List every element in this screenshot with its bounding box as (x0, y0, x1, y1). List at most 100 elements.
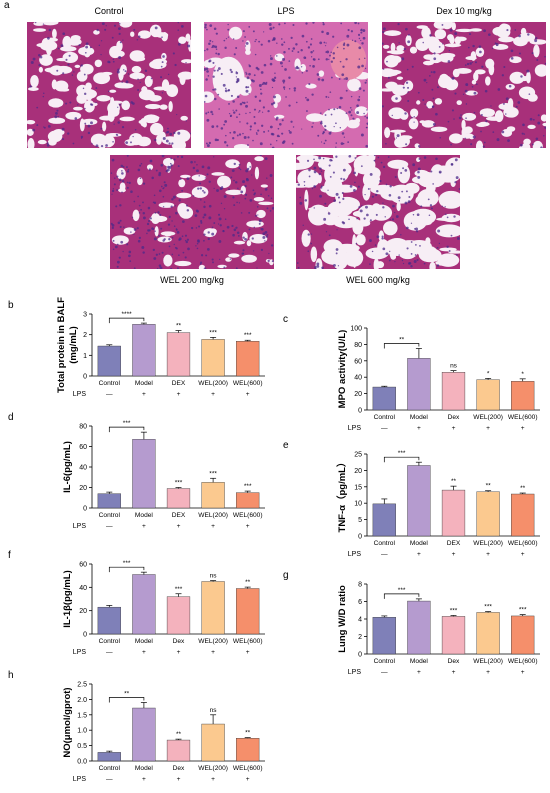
category-label-g-3: WEL(200) (473, 658, 503, 665)
ylabel-c-0: MPO activity(U/L) (337, 330, 348, 409)
ytick-label-c-1: 20 (354, 391, 362, 398)
ytick-label-d-2: 40 (79, 465, 87, 472)
ylabel-h-0: NO(μmol/gprot) (62, 687, 73, 757)
ytick-label-h-5: 2.5 (77, 682, 87, 689)
lps-label-h: LPS (73, 776, 87, 783)
lps-marker-c-0: — (381, 425, 388, 432)
category-label-c-2: Dex (448, 414, 460, 421)
lps-marker-b-0: — (106, 391, 113, 398)
panel-letter-h: h (8, 670, 14, 681)
category-label-e-0: Control (374, 540, 396, 547)
ytick-label-b-1: 1 (83, 353, 87, 360)
sig-label-h-2: ** (176, 731, 182, 738)
ylabel-f-0: IL-1β(pg/mL) (62, 570, 73, 628)
sig-bracket-f (108, 566, 145, 573)
category-label-c-0: Control (374, 414, 396, 421)
micrograph-title-control: Control (94, 6, 124, 16)
sig-bracket-label-g: *** (398, 587, 406, 594)
lps-marker-f-3: + (211, 649, 215, 656)
sig-label-e-4: ** (520, 485, 526, 492)
category-label-d-0: Control (99, 512, 121, 519)
ytick-label-f-0: 0 (83, 632, 87, 639)
sig-bracket-g (383, 593, 420, 599)
ylabel-b-1: (mg/mL) (68, 326, 79, 363)
category-label-g-0: Control (374, 658, 396, 665)
ytick-label-g-2: 4 (358, 617, 362, 624)
bar-g-1 (407, 600, 431, 655)
lps-marker-h-2: + (177, 776, 181, 783)
bar-c-4 (511, 381, 535, 411)
sig-bracket-b (108, 317, 145, 324)
panel-letter-e: e (283, 440, 289, 451)
lps-marker-e-3: + (486, 551, 490, 558)
lps-marker-h-4: + (246, 776, 250, 783)
lps-marker-f-1: + (142, 649, 146, 656)
bar-c-1 (407, 358, 431, 411)
lps-marker-b-2: + (177, 391, 181, 398)
ytick-label-e-3: 15 (354, 484, 362, 491)
bar-c-3 (476, 379, 500, 411)
ylabel-b-0: Total protein in BALF (56, 297, 67, 393)
lps-marker-e-2: + (452, 551, 456, 558)
category-label-e-2: DEX (447, 540, 461, 547)
category-label-d-3: WEL(200) (198, 512, 228, 519)
category-label-d-4: WEL(600) (233, 512, 263, 519)
lps-marker-d-1: + (142, 523, 146, 530)
sig-label-c-3: * (487, 370, 490, 377)
sig-label-f-4: ** (245, 579, 251, 586)
sig-label-c-4: * (521, 371, 524, 378)
lps-label-c: LPS (348, 425, 362, 432)
chart-b: b Total protein in BALF (mg/mL) 0 1 2 3 Control… (8, 297, 265, 398)
lps-marker-h-0: — (106, 776, 113, 783)
chart-g: g Lung W/D ratio 0 2 4 6 8 Control — Model + *** Dex… (283, 570, 540, 676)
lps-marker-d-0: — (106, 523, 113, 530)
ytick-label-h-3: 1.5 (77, 712, 87, 719)
category-label-f-2: Dex (173, 638, 185, 645)
lps-marker-f-4: + (246, 649, 250, 656)
lps-marker-b-4: + (246, 391, 250, 398)
sig-label-b-2: ** (176, 323, 182, 330)
lps-marker-g-0: — (381, 669, 388, 676)
category-label-h-1: Model (135, 765, 153, 772)
bar-d-3 (201, 482, 225, 509)
category-label-b-2: DEX (172, 380, 186, 387)
sig-label-g-3: *** (484, 604, 492, 611)
category-label-c-1: Model (410, 414, 428, 421)
lps-marker-g-1: + (417, 669, 421, 676)
category-label-d-2: DEX (172, 512, 186, 519)
micrograph-title-dex: Dex 10 mg/kg (436, 6, 492, 16)
ytick-label-d-0: 0 (83, 506, 87, 513)
sig-bracket-label-f: *** (123, 560, 131, 567)
lps-marker-f-0: — (106, 649, 113, 656)
lps-marker-e-0: — (381, 551, 388, 558)
sig-label-g-4: *** (519, 607, 527, 614)
lps-label-e: LPS (348, 551, 362, 558)
panel-letter-d: d (8, 412, 14, 423)
panel-letter-g: g (283, 570, 289, 581)
category-label-c-3: WEL(200) (473, 414, 503, 421)
lps-marker-e-1: + (417, 551, 421, 558)
ytick-label-e-5: 25 (354, 452, 362, 459)
micrograph-title-wel200: WEL 200 mg/kg (160, 275, 224, 285)
bar-h-4 (236, 738, 260, 762)
micrograph-title-lps: LPS (277, 6, 295, 16)
sig-bracket-c (383, 343, 420, 349)
ytick-label-c-5: 100 (350, 326, 362, 333)
micrograph-wel600 (296, 155, 460, 269)
lps-marker-b-1: + (142, 391, 146, 398)
bar-b-1 (132, 324, 156, 377)
bar-f-0 (97, 606, 121, 635)
lps-marker-c-3: + (486, 425, 490, 432)
ytick-label-c-2: 40 (354, 375, 362, 382)
sig-bracket-label-b: **** (122, 311, 133, 318)
micrograph-control (27, 22, 191, 148)
sig-label-e-2: ** (451, 478, 457, 485)
category-label-f-1: Model (135, 638, 153, 645)
lps-label-d: LPS (73, 523, 87, 530)
category-label-g-4: WEL(600) (508, 658, 538, 665)
ytick-label-b-0: 0 (83, 374, 87, 381)
sig-label-e-3: ** (486, 483, 492, 490)
lps-label-g: LPS (348, 669, 362, 676)
ytick-label-c-0: 0 (358, 408, 362, 415)
category-label-d-1: Model (135, 512, 153, 519)
